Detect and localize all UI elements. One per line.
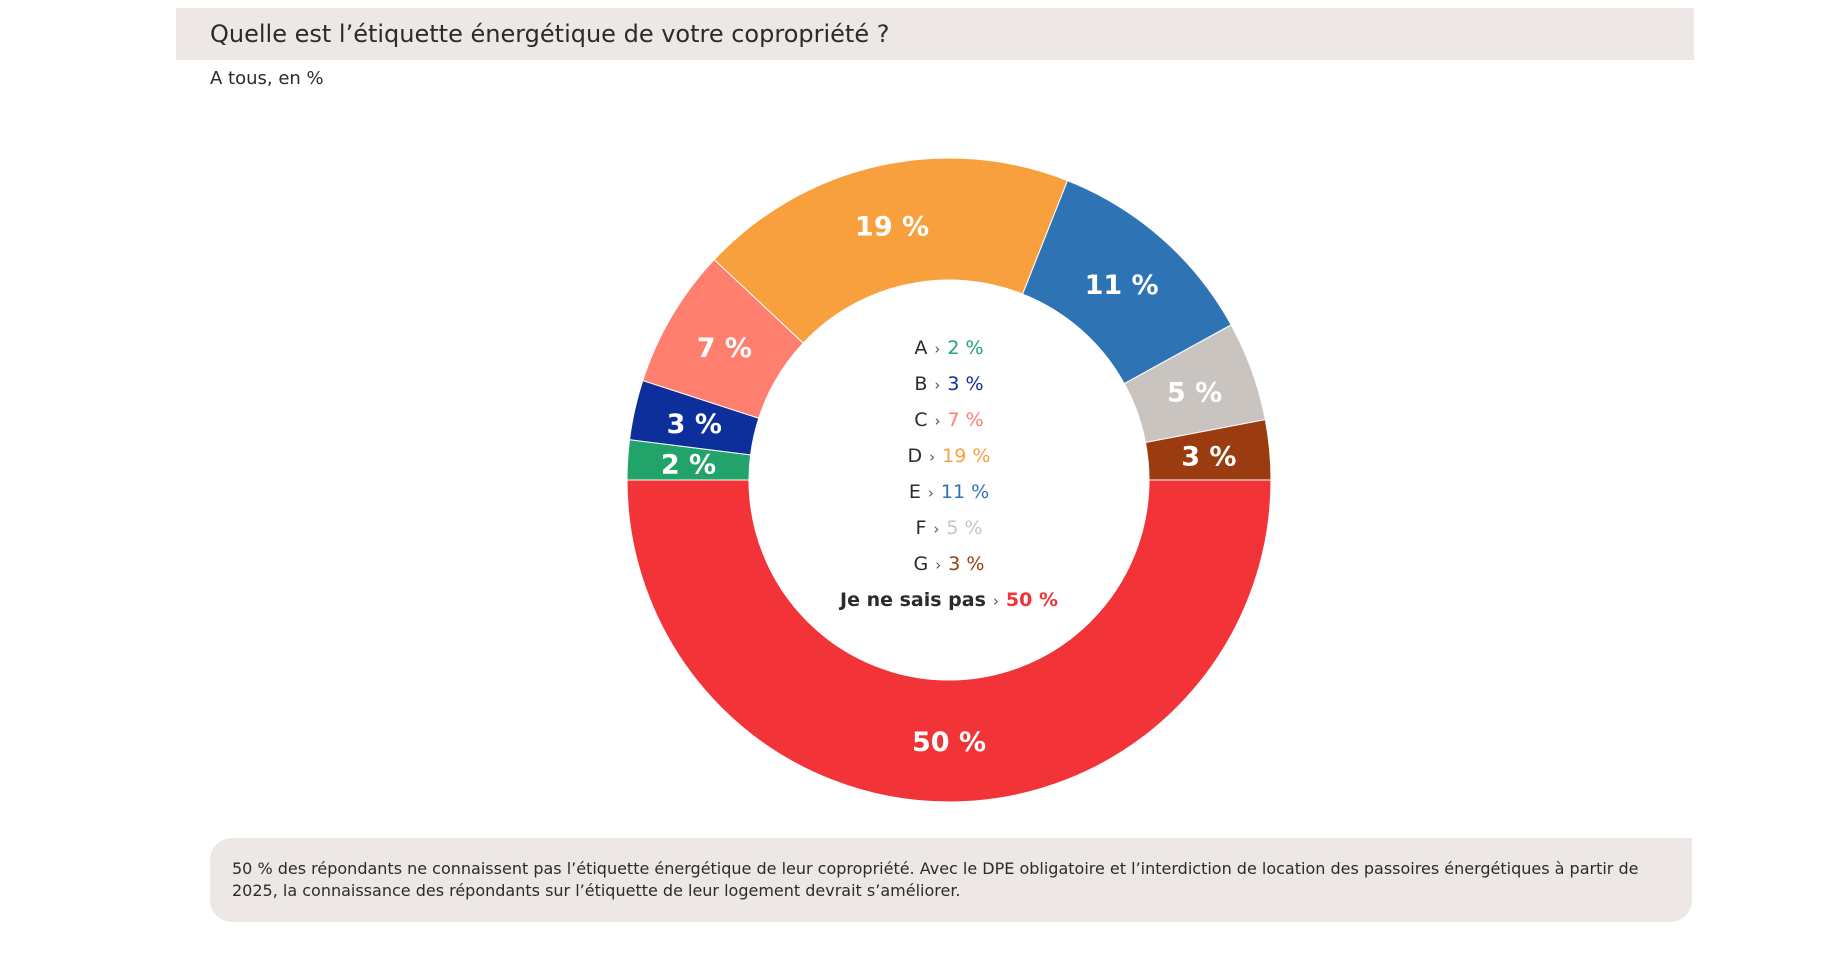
chevron-right-icon: › (935, 556, 942, 574)
chart-title: Quelle est l’étiquette énergétique de vo… (210, 20, 890, 48)
slice-label-f: 5 % (1167, 378, 1222, 409)
chart-legend: A › 2 % B › 3 % C › 7 % D › 19 % E › 11 % F › 5 % G › 3 % Je … (789, 330, 1109, 618)
legend-item: E › 11 % (789, 474, 1109, 510)
legend-item: C › 7 % (789, 402, 1109, 438)
legend-value: 50 % (1005, 589, 1058, 611)
slice-label-c: 7 % (697, 333, 752, 364)
legend-value: 19 % (942, 445, 991, 467)
donut-slice-d (713, 157, 1069, 344)
slice-label-g: 3 % (1181, 441, 1236, 472)
legend-value: 5 % (946, 517, 983, 539)
chevron-right-icon: › (927, 484, 934, 502)
legend-value: 3 % (947, 373, 984, 395)
title-bar: Quelle est l’étiquette énergétique de vo… (176, 8, 1694, 60)
legend-item: A › 2 % (789, 330, 1109, 366)
legend-item: D › 19 % (789, 438, 1109, 474)
legend-item: F › 5 % (789, 510, 1109, 546)
legend-label: B (914, 373, 928, 395)
chevron-right-icon: › (934, 412, 941, 430)
legend-value: 3 % (948, 553, 985, 575)
slice-label-d: 19 % (855, 211, 929, 242)
chevron-right-icon: › (929, 448, 936, 466)
chevron-right-icon: › (992, 592, 999, 610)
chevron-right-icon: › (934, 376, 941, 394)
chevron-right-icon: › (934, 340, 941, 358)
chevron-right-icon: › (933, 520, 940, 538)
slice-label-e: 11 % (1085, 270, 1159, 301)
legend-value: 2 % (947, 337, 984, 359)
legend-label: F (915, 517, 927, 539)
slice-label-b: 3 % (667, 409, 722, 440)
legend-item: Je ne sais pas › 50 % (789, 582, 1109, 618)
legend-item: G › 3 % (789, 546, 1109, 582)
legend-item: B › 3 % (789, 366, 1109, 402)
slice-label-a: 2 % (661, 450, 716, 481)
slice-label-je-ne-sais-pas: 50 % (912, 727, 986, 758)
chart-subtitle: A tous, en % (210, 68, 324, 89)
legend-label: A (914, 337, 928, 359)
note-text: 50 % des répondants ne connaissent pas l… (232, 859, 1639, 900)
legend-label: C (914, 409, 928, 431)
legend-label: D (907, 445, 923, 467)
legend-value: 11 % (940, 481, 990, 503)
note-box: 50 % des répondants ne connaissent pas l… (210, 838, 1692, 922)
donut-slice-je-ne-sais-pas (626, 479, 1272, 803)
legend-label: G (913, 553, 929, 575)
legend-value: 7 % (947, 409, 984, 431)
legend-label: E (908, 481, 921, 503)
legend-label: Je ne sais pas (840, 589, 986, 611)
